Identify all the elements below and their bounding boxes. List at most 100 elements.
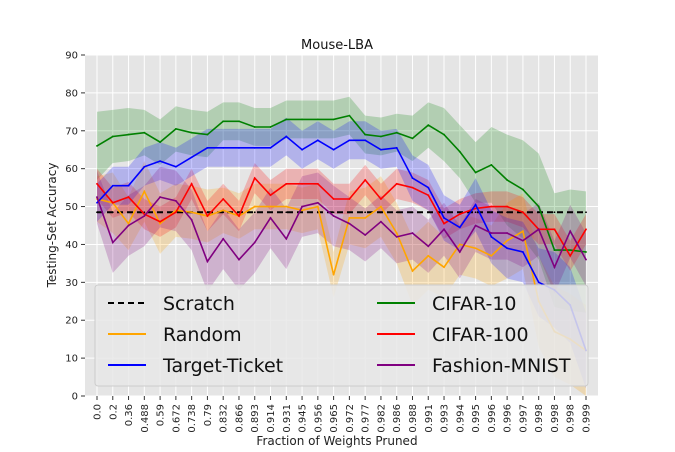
legend-box — [94, 284, 589, 387]
y-tick-label: 0 — [72, 392, 78, 403]
data-point — [143, 215, 146, 217]
data-point — [395, 146, 398, 149]
data-point — [506, 205, 509, 208]
data-point — [364, 133, 367, 136]
x-tick-label: 0.998 — [566, 404, 577, 433]
x-tick-label: 0.997 — [518, 404, 529, 433]
data-point — [443, 228, 445, 231]
data-point — [506, 232, 509, 234]
data-point — [332, 148, 335, 151]
data-point — [269, 126, 272, 128]
data-point — [506, 239, 509, 242]
data-point — [127, 224, 130, 227]
data-point — [285, 211, 288, 214]
series-line-5 — [96, 196, 587, 270]
x-tick-label: 0.738 — [187, 404, 198, 433]
data-point — [443, 217, 445, 219]
data-point — [490, 235, 493, 238]
x-tick-label: 0.931 — [282, 404, 293, 433]
data-point — [569, 249, 572, 252]
y-tick-label: 30 — [65, 278, 78, 289]
data-point — [395, 232, 398, 234]
data-point — [585, 251, 587, 253]
data-point — [537, 205, 540, 208]
data-point — [253, 146, 256, 149]
data-point — [411, 211, 414, 214]
data-point — [522, 230, 524, 233]
y-tick-label: 90 — [65, 51, 78, 62]
data-point — [174, 127, 177, 130]
data-point — [458, 251, 461, 253]
data-point — [553, 228, 556, 231]
data-point — [269, 205, 272, 208]
data-point — [380, 135, 382, 138]
data-point — [285, 205, 288, 208]
data-point — [253, 205, 256, 208]
series-band-1 — [97, 96, 586, 313]
data-point — [222, 198, 225, 200]
y-tick-label: 20 — [65, 316, 78, 327]
data-point — [143, 165, 146, 168]
data-point — [238, 120, 240, 123]
data-point — [316, 118, 319, 121]
data-point — [506, 247, 509, 250]
y-tick-label: 10 — [65, 354, 78, 365]
data-point — [474, 203, 477, 206]
data-point — [458, 150, 461, 153]
data-point — [395, 211, 398, 214]
data-point — [253, 211, 256, 214]
data-point — [96, 201, 98, 204]
data-point — [159, 222, 161, 225]
data-point — [443, 133, 445, 136]
data-point — [190, 156, 193, 159]
data-point — [522, 188, 524, 191]
data-point — [474, 171, 477, 174]
data-point — [553, 211, 556, 214]
data-point — [522, 239, 524, 242]
data-point — [174, 199, 177, 202]
data-point — [490, 205, 493, 208]
x-tick-label: 0.866 — [234, 404, 245, 433]
data-point — [222, 211, 225, 214]
data-point — [222, 146, 225, 149]
data-point — [411, 186, 414, 189]
data-point — [269, 217, 272, 219]
data-point — [506, 211, 509, 214]
data-point — [411, 137, 414, 140]
data-point — [458, 226, 461, 229]
x-axis-label: Fraction of Weights Pruned — [256, 434, 417, 448]
data-point — [411, 177, 414, 180]
data-point — [395, 235, 398, 238]
x-tick-label: 0.998 — [550, 404, 561, 433]
data-point — [348, 222, 351, 225]
data-point — [364, 211, 367, 214]
series-band-4 — [97, 117, 586, 389]
series-line-4 — [96, 135, 587, 351]
x-tick-label: 0.995 — [471, 404, 482, 433]
data-point — [316, 182, 319, 185]
data-point — [427, 194, 430, 197]
data-point — [174, 211, 177, 214]
data-point — [348, 211, 351, 214]
legend-label-0: Scratch — [163, 293, 235, 315]
y-tick-label: 70 — [65, 126, 78, 137]
series-band-3 — [97, 163, 586, 271]
data-point — [111, 241, 114, 244]
data-point — [585, 258, 587, 261]
data-point — [443, 211, 445, 214]
data-point — [222, 237, 225, 240]
data-point — [427, 254, 430, 257]
data-point — [285, 182, 288, 185]
data-point — [316, 205, 319, 208]
y-tick-label: 50 — [65, 202, 78, 213]
data-point — [285, 237, 288, 240]
data-point — [553, 266, 556, 269]
data-point — [458, 211, 461, 214]
data-point — [443, 222, 445, 225]
data-point — [427, 245, 430, 248]
data-point — [190, 218, 193, 221]
data-point — [143, 131, 146, 134]
data-point — [522, 251, 524, 253]
x-tick-label: 0.988 — [408, 404, 419, 433]
